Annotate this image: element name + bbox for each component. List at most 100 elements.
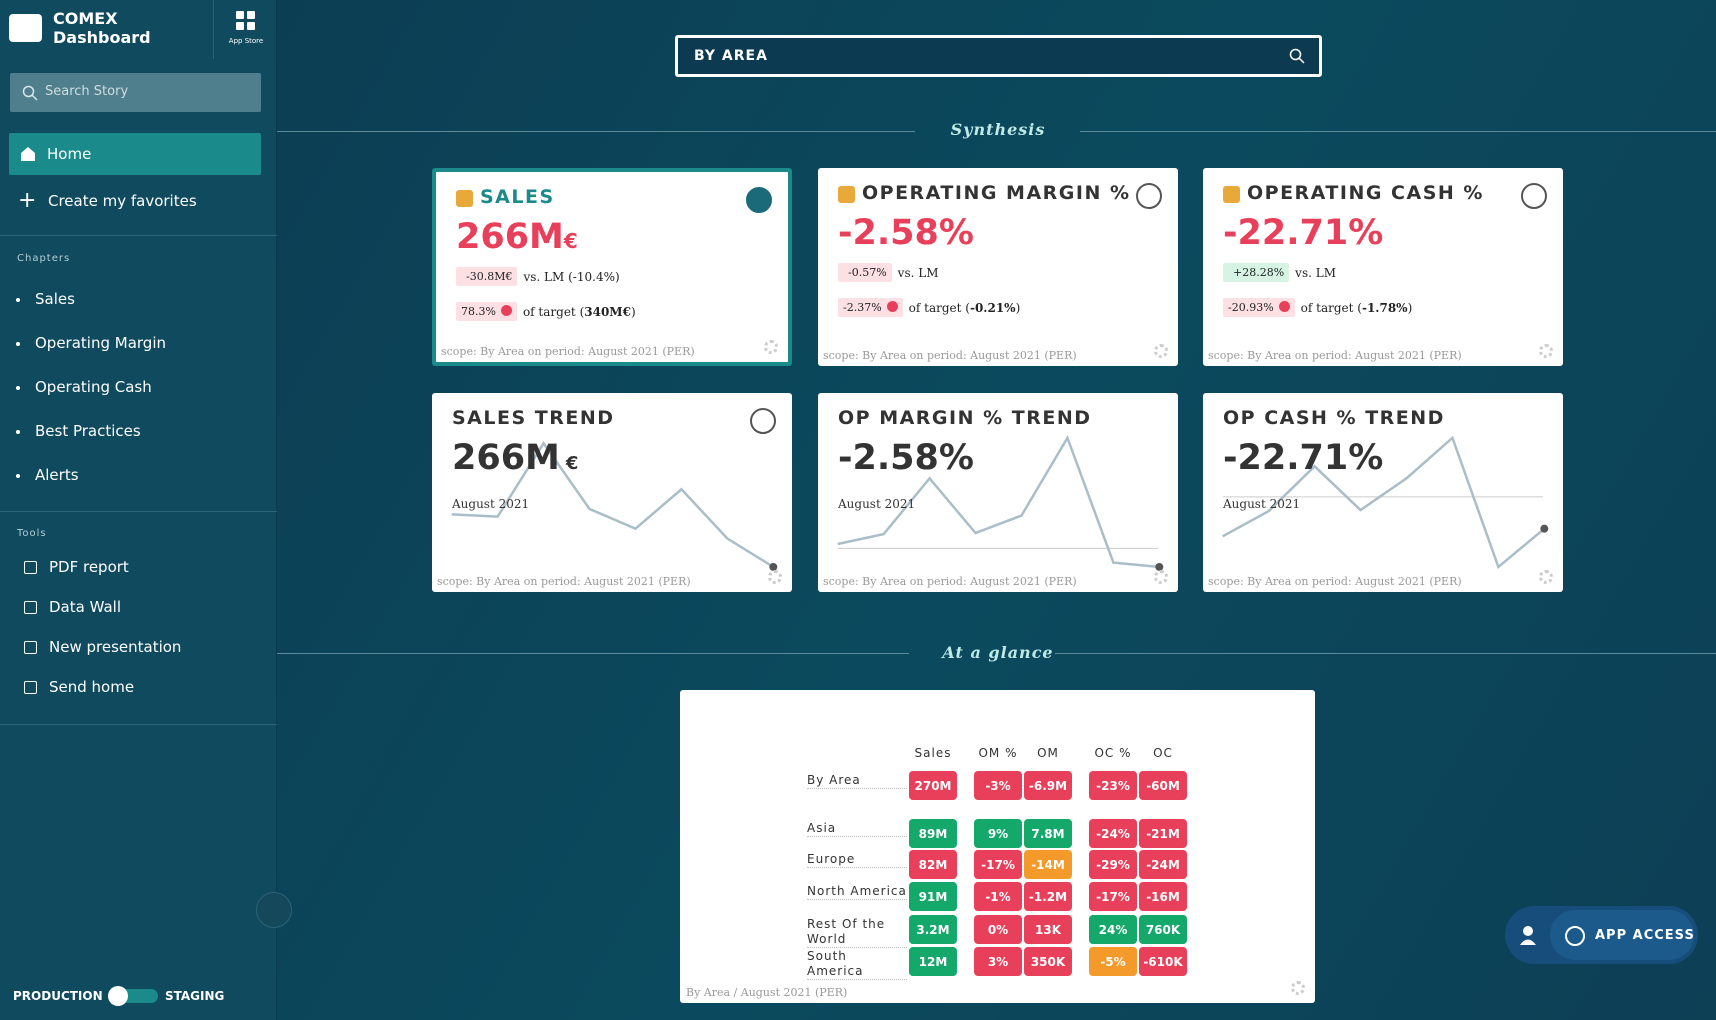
brand: COMEX Dashboard — [53, 9, 151, 47]
open-button[interactable] — [750, 408, 776, 434]
glance-cell[interactable]: 350K — [1024, 947, 1072, 976]
tool-item[interactable]: Data Wall — [49, 598, 121, 616]
glance-cell[interactable]: -610K — [1139, 947, 1187, 976]
share-icon[interactable] — [1539, 570, 1553, 584]
env-staging[interactable]: STAGING — [165, 989, 225, 1003]
open-button[interactable] — [746, 187, 772, 213]
share-icon[interactable] — [1539, 344, 1553, 358]
glance-cell[interactable]: -5% — [1089, 947, 1137, 976]
glance-cell[interactable]: -23% — [1089, 771, 1137, 800]
tool-icon — [24, 561, 37, 574]
glance-cell[interactable]: 0% — [974, 915, 1022, 944]
target-prefix: of target ( — [522, 304, 585, 319]
row-label: South America — [807, 949, 907, 980]
env-toggle[interactable] — [108, 986, 158, 1006]
bullet — [16, 474, 20, 478]
bullet — [16, 342, 20, 346]
tool-item[interactable]: PDF report — [49, 558, 129, 576]
glance-cell[interactable]: -14M — [1024, 850, 1072, 879]
target-value: -20.93% — [1228, 301, 1274, 314]
main-search[interactable]: BY AREA — [675, 35, 1322, 77]
glance-cell[interactable]: -60M — [1139, 771, 1187, 800]
trend-card[interactable]: OP CASH % TREND -22.71% August 2021 scope: … — [1203, 393, 1563, 592]
glance-cell[interactable]: -17% — [974, 850, 1022, 879]
brand-line: Dashboard — [53, 28, 151, 47]
glance-cell[interactable]: 270M — [909, 771, 957, 800]
target-suffix: ) — [630, 304, 636, 319]
glance-cell[interactable]: 91M — [909, 882, 957, 911]
chapter-item[interactable]: Alerts — [35, 466, 79, 484]
glance-cell[interactable]: -29% — [1089, 850, 1137, 879]
tool-item[interactable]: New presentation — [49, 638, 182, 656]
open-button[interactable] — [1136, 183, 1162, 209]
open-button[interactable] — [1521, 183, 1547, 209]
glance-cell[interactable]: 12M — [909, 947, 957, 976]
glance-cell[interactable]: -24% — [1089, 819, 1137, 848]
glance-cell[interactable]: 760K — [1139, 915, 1187, 944]
home-item[interactable]: Home — [9, 133, 261, 175]
chapter-item[interactable]: Operating Cash — [35, 378, 152, 396]
glance-cell[interactable]: -24M — [1139, 850, 1187, 879]
collapse-button[interactable] — [256, 892, 292, 928]
kpi-title: OPERATING CASH % — [1247, 182, 1484, 204]
divider — [0, 511, 277, 512]
trend-card[interactable]: OP MARGIN % TREND -2.58% August 2021 scope:… — [818, 393, 1178, 592]
delta-pill: -30.8M€ — [456, 267, 518, 286]
kpi-card[interactable]: OPERATING MARGIN % -2.58% -0.57% vs. LM -2.3… — [818, 168, 1178, 366]
share-icon[interactable] — [1154, 344, 1168, 358]
chapter-item[interactable]: Best Practices — [35, 422, 141, 440]
glance-cell[interactable]: 9% — [974, 819, 1022, 848]
env-production[interactable]: PRODUCTION — [13, 989, 103, 1003]
share-icon[interactable] — [1291, 981, 1305, 995]
share-icon[interactable] — [1154, 570, 1168, 584]
kpi-card[interactable]: OPERATING CASH % -22.71% +28.28% vs. LM -20.… — [1203, 168, 1563, 366]
trend-period: August 2021 — [452, 497, 530, 511]
story-search[interactable]: Search Story — [10, 73, 261, 112]
app-access-button[interactable]: APP ACCESS — [1505, 906, 1698, 964]
chapter-item[interactable]: Operating Margin — [35, 334, 166, 352]
tools-heading: Tools — [17, 528, 47, 539]
target-value: -2.37% — [843, 301, 882, 314]
delta-text: vs. LM — [1295, 265, 1336, 280]
glance-cell[interactable]: 3% — [974, 947, 1022, 976]
tool-item[interactable]: Send home — [49, 678, 135, 696]
favorites-item[interactable]: Create my favorites — [48, 192, 197, 210]
user-icon — [1520, 926, 1536, 945]
trend-value: 266M € — [452, 438, 578, 478]
glance-cell[interactable]: 24% — [1089, 915, 1137, 944]
logo — [9, 14, 42, 42]
glance-cell[interactable]: -6.9M — [1024, 771, 1072, 800]
app-store-button[interactable]: App Store — [213, 0, 277, 59]
chapter-item[interactable]: Sales — [35, 290, 75, 308]
glance-cell[interactable]: 13K — [1024, 915, 1072, 944]
glance-cell[interactable]: 3.2M — [909, 915, 957, 944]
trend-line — [1222, 435, 1546, 570]
target-amount: -0.21% — [969, 300, 1016, 315]
target-row: -20.93% of target (-1.78%) — [1223, 298, 1412, 317]
kpi-unit: € — [563, 229, 578, 253]
glance-cell[interactable]: -16M — [1139, 882, 1187, 911]
target-icon — [500, 305, 512, 316]
share-icon[interactable] — [764, 340, 778, 354]
trend-end-dot — [1540, 524, 1549, 533]
scope: scope: By Area on period: August 2021 (P… — [441, 345, 695, 358]
glance-cell[interactable]: 7.8M — [1024, 819, 1072, 848]
share-icon[interactable] — [768, 570, 782, 584]
divider — [0, 724, 277, 725]
column-header: OM % — [978, 746, 1018, 760]
column-header: Sales — [914, 746, 952, 760]
glance-cell[interactable]: 89M — [909, 819, 957, 848]
glance-cell[interactable]: -21M — [1139, 819, 1187, 848]
bullet — [16, 298, 20, 302]
glance-cell[interactable]: -17% — [1089, 882, 1137, 911]
delta-row: -0.57% vs. LM — [838, 263, 939, 282]
glance-cell[interactable]: -1.2M — [1024, 882, 1072, 911]
glance-cell[interactable]: 82M — [909, 850, 957, 879]
kpi-card[interactable]: SALES 266M€ -30.8M€ vs. LM (-10.4%) 78.3% of … — [432, 168, 792, 366]
kpi-title: OPERATING MARGIN % — [862, 182, 1131, 204]
trend-card[interactable]: SALES TREND 266M € August 2021 scope: By Are… — [432, 393, 792, 592]
glance-cell[interactable]: -1% — [974, 882, 1022, 911]
glance-cell[interactable]: -3% — [974, 771, 1022, 800]
search-icon — [1289, 48, 1305, 64]
